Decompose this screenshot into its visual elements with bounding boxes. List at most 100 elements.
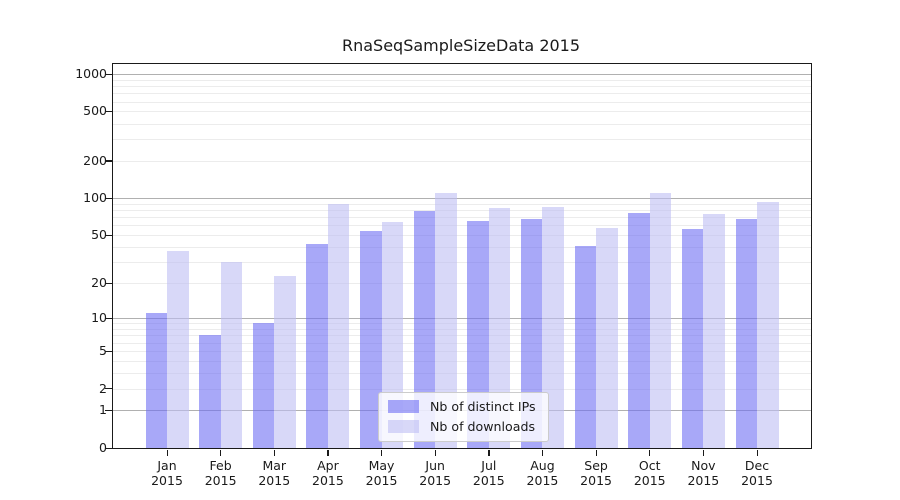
x-tick-mark — [220, 450, 222, 456]
ips-bar — [306, 244, 328, 448]
downloads-bar — [381, 222, 404, 448]
downloads-bar — [649, 193, 672, 448]
ips-bar — [360, 231, 382, 448]
y-tick-mark — [105, 317, 112, 319]
downloads-legend-swatch — [388, 420, 419, 433]
minor-gridline — [113, 101, 811, 103]
minor-gridline — [113, 86, 811, 88]
minor-gridline — [113, 262, 811, 264]
minor-gridline — [113, 283, 811, 285]
minor-gridline — [113, 217, 811, 219]
x-tick-label: Jul 2015 — [472, 458, 505, 488]
x-tick-mark — [434, 450, 436, 456]
ips-bar — [574, 245, 597, 448]
x-tick-label: Dec 2015 — [741, 458, 773, 488]
ips-bar — [467, 221, 489, 448]
minor-gridline — [113, 329, 811, 331]
y-tick-mark — [105, 197, 112, 199]
legend-row: Nb of downloads — [388, 419, 536, 434]
minor-gridline — [113, 323, 811, 325]
downloads-bar — [274, 275, 296, 448]
plot-area: Nb of distinct IPs Nb of downloads 0 1 2 5 10… — [75, 63, 812, 488]
x-tick-label: May 2015 — [365, 458, 398, 488]
x-tick-label: Oct 2015 — [633, 458, 666, 488]
major-gridline — [113, 74, 811, 75]
legend-row: Nb of distinct IPs — [388, 399, 536, 414]
ips-legend-swatch — [388, 400, 419, 413]
x-tick-mark — [702, 450, 705, 456]
minor-gridline — [113, 139, 811, 141]
downloads-bar — [327, 203, 350, 448]
ips-bar — [681, 229, 704, 448]
minor-gridline — [113, 235, 811, 237]
x-tick-mark — [273, 450, 275, 456]
legend-label: Nb of distinct IPs — [430, 399, 536, 414]
y-tick-label: 0 — [99, 440, 107, 455]
ips-bar — [252, 323, 275, 448]
x-tick-mark — [166, 450, 168, 456]
downloads-bar — [488, 208, 511, 448]
y-tick-label: 10 — [91, 310, 107, 326]
x-tick-mark — [327, 450, 329, 456]
x-tick-label: Feb 2015 — [204, 458, 237, 488]
downloads-bar — [757, 202, 779, 448]
downloads-bar — [703, 214, 725, 448]
minor-gridline — [113, 225, 811, 227]
y-tick-mark — [105, 350, 112, 352]
ips-bar — [199, 335, 221, 448]
minor-gridline — [113, 342, 811, 344]
minor-gridline — [113, 210, 811, 212]
x-tick-mark — [541, 450, 544, 456]
y-tick-mark — [105, 234, 112, 236]
x-tick-label: Jan 2015 — [151, 458, 183, 488]
ips-bar — [145, 313, 167, 448]
ips-bar — [735, 218, 757, 448]
downloads-bar — [435, 193, 457, 448]
major-gridline — [113, 318, 811, 320]
minor-gridline — [113, 203, 811, 205]
downloads-bar — [542, 206, 564, 448]
ips-bar — [520, 218, 543, 448]
y-tick-mark — [105, 388, 112, 390]
y-tick-mark — [105, 73, 112, 75]
y-tick-mark — [105, 110, 112, 113]
minor-gridline — [113, 335, 811, 337]
minor-gridline — [113, 372, 811, 374]
downloads-bar — [220, 262, 243, 448]
y-tick-label: 1 — [99, 402, 107, 418]
minor-gridline — [113, 93, 811, 95]
y-tick-mark — [105, 282, 112, 284]
x-tick-label: Apr 2015 — [312, 458, 344, 488]
x-tick-label: Aug 2015 — [526, 458, 559, 488]
y-tick-label: 20 — [91, 275, 107, 291]
x-tick-mark — [381, 450, 383, 456]
minor-gridline — [113, 111, 811, 113]
y-tick-label: 50 — [91, 227, 107, 243]
x-tick-label: Sep 2015 — [580, 458, 612, 488]
chart-title: RnaSeqSampleSizeData 2015 — [341, 36, 581, 55]
x-tick-label: Nov 2015 — [687, 458, 720, 488]
minor-gridline — [113, 351, 811, 352]
minor-gridline — [113, 246, 811, 248]
y-tick-label: 2 — [99, 380, 107, 396]
minor-gridline — [113, 79, 811, 81]
downloads-bar — [596, 228, 618, 448]
y-tick-label: 5 — [99, 343, 107, 358]
x-tick-mark — [488, 450, 490, 456]
minor-gridline — [113, 360, 811, 362]
x-tick-label: Mar 2015 — [258, 458, 291, 488]
ips-bar — [413, 211, 436, 448]
legend: Nb of distinct IPs Nb of downloads — [378, 392, 549, 442]
x-tick-mark — [756, 450, 758, 456]
x-tick-mark — [595, 450, 597, 456]
x-tick-label: Jun 2015 — [419, 458, 452, 488]
legend-label: Nb of downloads — [430, 419, 536, 434]
y-tick-mark — [105, 160, 112, 162]
downloads-bar — [167, 251, 189, 448]
y-tick-label: 500 — [83, 103, 107, 119]
minor-gridline — [113, 388, 811, 390]
x-tick-mark — [649, 450, 651, 456]
y-tick-label: 1000 — [75, 66, 107, 81]
y-tick-label: 200 — [83, 152, 107, 168]
